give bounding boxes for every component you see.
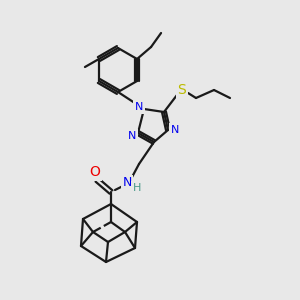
Text: H: H bbox=[133, 183, 141, 193]
Text: O: O bbox=[90, 165, 101, 179]
Text: N: N bbox=[171, 125, 179, 135]
Text: N: N bbox=[122, 176, 132, 190]
Text: N: N bbox=[128, 131, 136, 141]
Text: N: N bbox=[135, 102, 143, 112]
Text: S: S bbox=[178, 83, 186, 97]
